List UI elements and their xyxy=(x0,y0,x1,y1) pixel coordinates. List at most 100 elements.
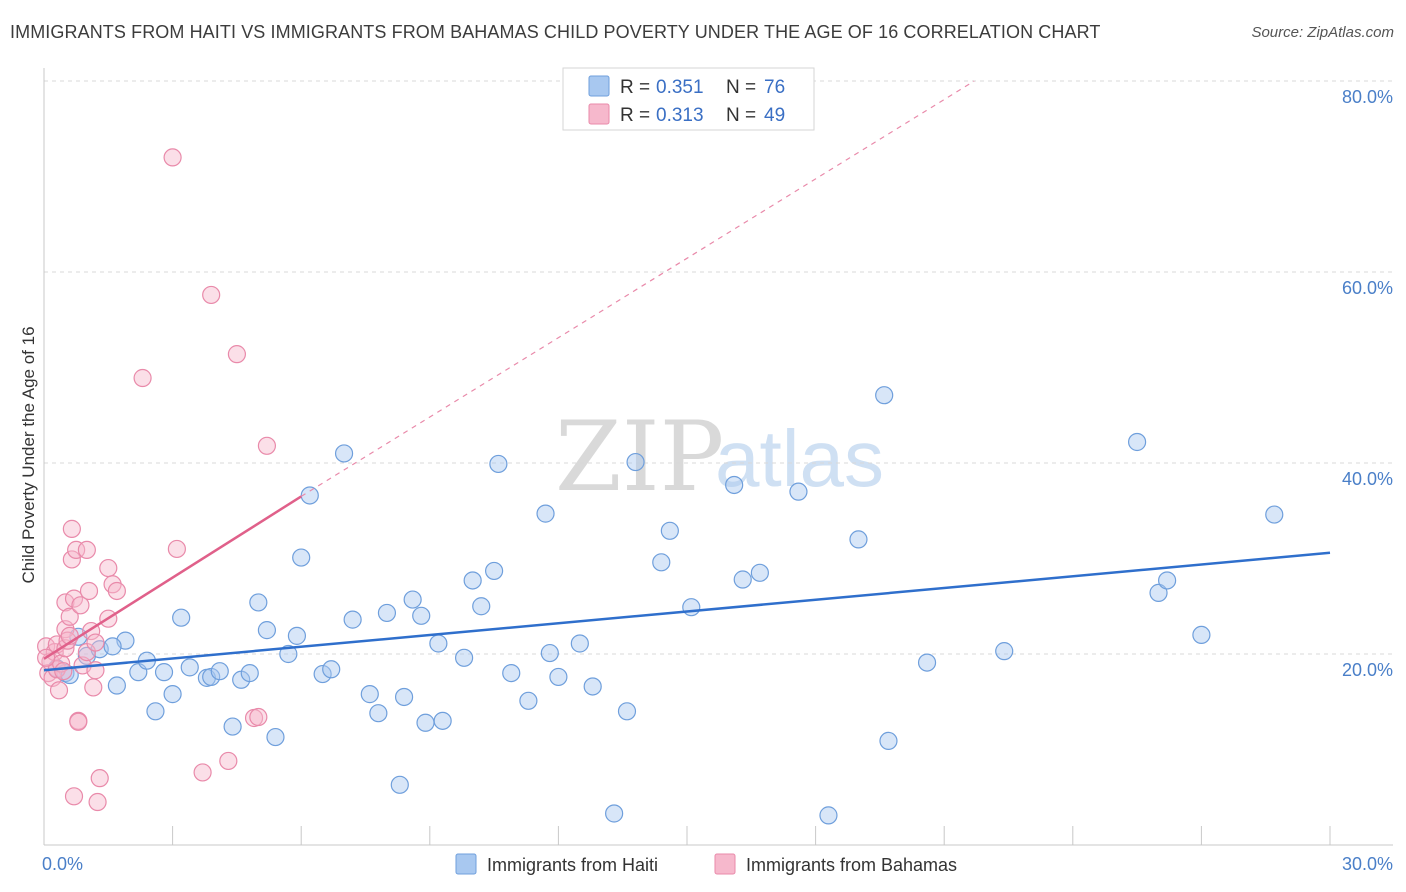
bahamas-point xyxy=(202,285,221,305)
haiti-point xyxy=(682,598,701,617)
haiti-point xyxy=(626,452,645,472)
haiti-point xyxy=(210,662,229,681)
bahamas-point xyxy=(62,519,81,538)
bahamas-point xyxy=(64,589,84,608)
x-tick-label-0: 0.0% xyxy=(42,854,83,874)
haiti-point xyxy=(334,444,354,463)
haiti-point xyxy=(107,676,126,695)
haiti-point xyxy=(360,685,379,704)
bahamas-point xyxy=(77,540,96,560)
haiti-point xyxy=(313,664,332,684)
haiti-point xyxy=(1192,625,1211,645)
legend-swatch-haiti xyxy=(588,75,610,97)
watermark-zip: ZIP xyxy=(555,401,724,513)
haiti-point xyxy=(180,658,199,677)
bahamas-point xyxy=(64,787,84,806)
bahamas-point xyxy=(88,792,107,812)
bottom-legend: Immigrants from Haiti Immigrants from Ba… xyxy=(455,853,957,875)
bahamas-point xyxy=(54,662,73,681)
legend-n-label-bahamas: N = xyxy=(726,105,756,126)
bahamas-points xyxy=(37,148,277,812)
bahamas-point xyxy=(167,539,186,559)
trend-lines xyxy=(43,80,1331,672)
bottom-legend-swatch-bahamas xyxy=(714,853,736,875)
bahamas-point xyxy=(67,540,86,560)
bottom-legend-label-bahamas: Immigrants from Bahamas xyxy=(746,855,957,875)
haiti-point xyxy=(849,530,868,549)
haiti-point xyxy=(519,691,538,710)
haiti-point xyxy=(1127,432,1147,452)
bahamas-point xyxy=(71,596,90,615)
haiti-point xyxy=(433,711,452,730)
legend-swatch-bahamas xyxy=(588,103,610,125)
haiti-point xyxy=(146,702,165,721)
legend-box: R = 0.351 N = 76 R = 0.313 N = 49 xyxy=(562,67,815,131)
bahamas-point xyxy=(86,633,105,652)
x-ticks xyxy=(43,826,1331,845)
haiti-point xyxy=(605,804,624,823)
haiti-point xyxy=(617,702,637,721)
haiti-point xyxy=(103,637,122,656)
haiti-point xyxy=(549,667,568,687)
bahamas-point xyxy=(69,712,88,731)
bahamas-point xyxy=(107,581,126,601)
haiti-trend-line xyxy=(43,551,1331,672)
haiti-point xyxy=(1265,505,1284,524)
legend-r-value-bahamas: 0.313 xyxy=(656,105,704,126)
bahamas-point xyxy=(257,436,277,455)
bahamas-point xyxy=(99,558,118,578)
haiti-point xyxy=(725,475,744,495)
haiti-point xyxy=(240,663,259,683)
bahamas-point xyxy=(49,681,69,700)
haiti-point xyxy=(472,597,491,616)
bahamas-point xyxy=(60,607,79,626)
haiti-point xyxy=(287,626,307,645)
haiti-point xyxy=(266,727,285,747)
haiti-point xyxy=(652,553,671,572)
haiti-point xyxy=(879,731,898,751)
haiti-point xyxy=(1149,583,1168,602)
bahamas-point xyxy=(56,593,75,612)
legend-r-label-bahamas: R = xyxy=(620,105,650,126)
legend-r-value-haiti: 0.351 xyxy=(656,77,704,98)
haiti-point xyxy=(502,663,521,683)
legend-n-value-bahamas: 49 xyxy=(764,105,785,126)
haiti-point xyxy=(416,713,435,732)
haiti-point xyxy=(733,570,752,589)
haiti-point xyxy=(489,454,508,474)
haiti-point xyxy=(454,648,474,667)
x-tick-labels: 0.0% 30.0% xyxy=(42,854,1393,874)
y-tick-label-20: 20.0% xyxy=(1342,660,1393,680)
x-tick-label-1: 30.0% xyxy=(1342,854,1393,874)
haiti-point xyxy=(300,486,319,505)
bottom-legend-swatch-haiti xyxy=(455,853,477,875)
haiti-point xyxy=(789,482,808,501)
haiti-point xyxy=(154,663,174,682)
bahamas-point xyxy=(163,148,182,167)
haiti-point xyxy=(463,571,482,590)
haiti-point xyxy=(223,717,242,736)
haiti-point xyxy=(322,660,341,679)
haiti-point xyxy=(163,685,182,704)
legend-n-value-haiti: 76 xyxy=(764,77,785,98)
haiti-point xyxy=(403,590,422,609)
haiti-point xyxy=(390,775,409,794)
haiti-point xyxy=(412,606,431,625)
bahamas-point xyxy=(227,345,246,364)
haiti-point xyxy=(377,603,397,623)
bahamas-trend-line xyxy=(43,495,302,660)
axes xyxy=(43,68,1393,846)
bahamas-point xyxy=(249,707,268,727)
haiti-point xyxy=(429,634,448,653)
legend-n-label-haiti: N = xyxy=(726,77,756,98)
haiti-point xyxy=(875,386,894,405)
watermark-atlas: atlas xyxy=(715,414,884,503)
haiti-point xyxy=(583,677,602,696)
bahamas-point xyxy=(193,763,212,782)
haiti-point xyxy=(292,548,311,567)
y-tick-label-40: 40.0% xyxy=(1342,469,1393,489)
haiti-point xyxy=(917,653,937,672)
haiti-point xyxy=(172,608,191,627)
bahamas-point xyxy=(219,751,238,771)
